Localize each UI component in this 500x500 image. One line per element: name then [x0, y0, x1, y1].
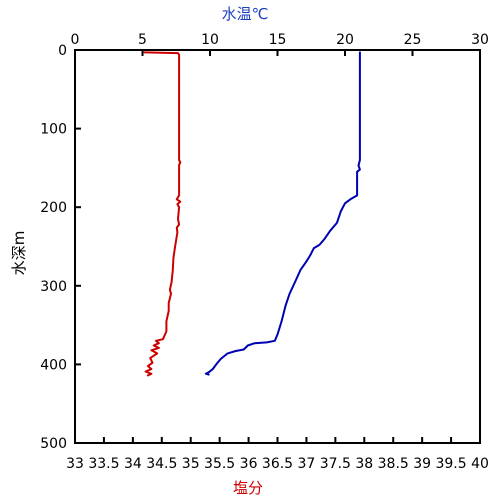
bottom-tick-label: 37.5	[320, 456, 351, 472]
y-tick-label: 100	[40, 122, 67, 138]
bottom-tick-label: 33.5	[88, 456, 119, 472]
temperature-series-line	[204, 51, 361, 376]
top-tick-label: 5	[138, 32, 147, 48]
top-tick-label: 10	[201, 32, 219, 48]
bottom-tick-label: 40	[471, 456, 489, 472]
tick-layer: 0 100 200 300 400 500 0 5 10 15 20 25 30 33 33.5 34 34.5…	[40, 32, 489, 472]
bottom-tick-label: 34	[124, 456, 142, 472]
bottom-tick-label: 34.5	[146, 456, 177, 472]
bottom-tick-label: 37	[298, 456, 316, 472]
salinity-series-line	[143, 51, 182, 377]
top-tick-label: 20	[336, 32, 354, 48]
bottom-tick-label: 38	[355, 456, 373, 472]
bottom-tick-label: 36.5	[262, 456, 293, 472]
top-tick-label: 30	[471, 32, 489, 48]
bottom-tick-label: 39.5	[435, 456, 466, 472]
top-tick-label: 0	[71, 32, 80, 48]
left-axis-label: 水深m	[10, 231, 28, 276]
top-tick-label: 25	[404, 32, 422, 48]
y-tick-label: 0	[58, 43, 67, 59]
top-axis-label: 水温℃	[222, 5, 269, 23]
bottom-tick-label: 35	[182, 456, 200, 472]
series-layer	[143, 51, 361, 377]
bottom-axis-label: 塩分	[233, 479, 263, 497]
bottom-tick-label: 36	[240, 456, 258, 472]
y-tick-label: 300	[40, 279, 67, 295]
bottom-tick-label: 39	[413, 456, 431, 472]
bottom-tick-label: 38.5	[378, 456, 409, 472]
y-tick-label: 200	[40, 200, 67, 216]
plot-area	[75, 50, 480, 443]
y-tick-label: 400	[40, 357, 67, 373]
bottom-tick-label: 35.5	[204, 456, 235, 472]
top-tick-label: 15	[269, 32, 287, 48]
bottom-tick-label: 33	[66, 456, 84, 472]
y-tick-label: 500	[40, 436, 67, 452]
